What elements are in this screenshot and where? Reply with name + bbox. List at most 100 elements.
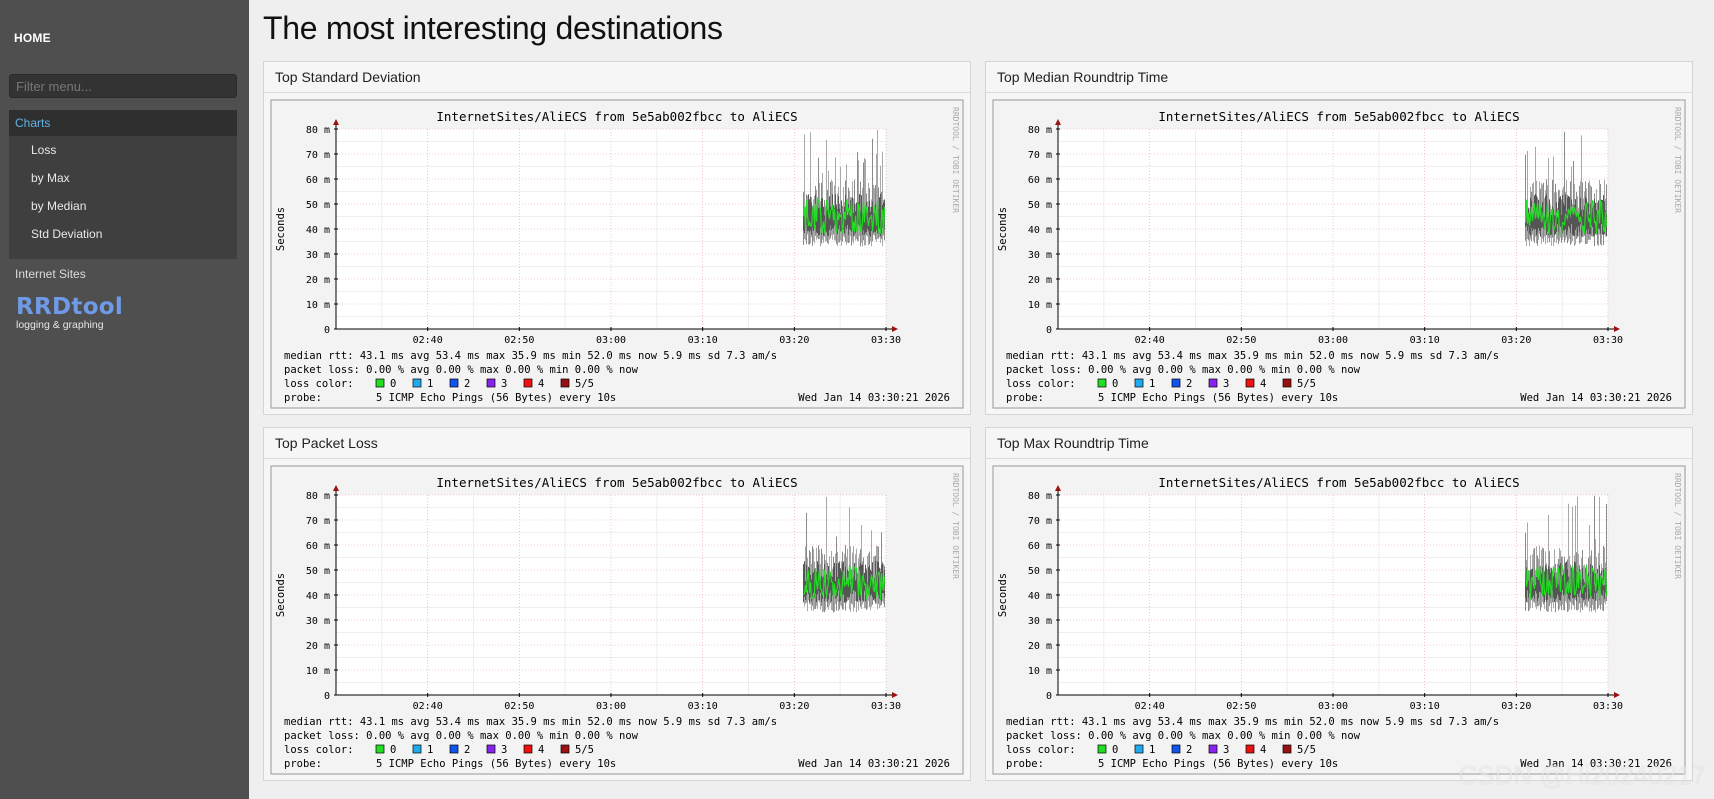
x-tick-label: 02:40 (413, 335, 443, 346)
loss-color-swatch (1282, 744, 1292, 754)
legend-probe-text: 5 ICMP Echo Pings (56 Bytes) every 10s (376, 392, 616, 404)
y-axis-label: Seconds (275, 573, 287, 617)
legend-median-rtt: median rtt: 43.1 ms avg 53.4 ms max 35.9… (1006, 350, 1499, 362)
legend-probe-text: 5 ICMP Echo Pings (56 Bytes) every 10s (1098, 758, 1338, 770)
x-tick-label: 03:10 (1410, 335, 1440, 346)
loss-color-swatch (560, 378, 570, 388)
loss-color-label: 3 (1223, 744, 1229, 756)
x-axis-arrow (892, 326, 898, 332)
loss-color-swatch (412, 378, 422, 388)
loss-color-label: 0 (390, 378, 396, 390)
y-tick-label: 0 (1046, 325, 1052, 336)
y-tick-label: 50 m (306, 200, 330, 211)
graph-frame (270, 465, 964, 775)
loss-color-label: 2 (464, 378, 470, 390)
loss-color-label: 5/5 (1297, 744, 1316, 756)
graph-title: InternetSites/AliECS from 5e5ab002fbcc t… (436, 475, 797, 490)
legend-packet-loss: packet loss: 0.00 % avg 0.00 % max 0.00 … (1006, 364, 1361, 376)
x-tick-label: 03:20 (779, 701, 809, 712)
loss-color-label: 1 (1149, 378, 1155, 390)
x-tick-label: 03:30 (871, 701, 901, 712)
loss-color-swatch (1097, 744, 1107, 754)
menu-item-charts[interactable]: Charts (9, 110, 237, 136)
rrdtool-credit: RRDTOOL / TOBI OETIKER (1673, 107, 1682, 213)
x-tick-label: 03:20 (1501, 335, 1531, 346)
loss-color-swatch (1282, 378, 1292, 388)
x-tick-label: 03:10 (688, 335, 718, 346)
loss-color-swatch (523, 378, 533, 388)
graph-title: InternetSites/AliECS from 5e5ab002fbcc t… (436, 109, 797, 124)
loss-color-swatch (1171, 744, 1181, 754)
logo-tagline: logging & graphing (16, 319, 104, 331)
menu-item-by-median[interactable]: by Median (31, 199, 87, 213)
graph-timestamp: Wed Jan 14 03:30:21 2026 (798, 758, 950, 770)
graph-timestamp: Wed Jan 14 03:30:21 2026 (798, 392, 950, 404)
loss-color-label: 4 (1260, 378, 1266, 390)
y-tick-label: 70 m (306, 150, 330, 161)
watermark: CSDN @Hi20240217 (1458, 760, 1706, 790)
y-tick-label: 80 m (1028, 491, 1052, 502)
x-tick-label: 03:30 (1593, 335, 1623, 346)
loss-color-label: 0 (1112, 378, 1118, 390)
menu-item-std-deviation[interactable]: Std Deviation (31, 227, 103, 241)
loss-color-swatch (523, 744, 533, 754)
loss-color-swatch (449, 744, 459, 754)
graph-timestamp: Wed Jan 14 03:30:21 2026 (1520, 758, 1672, 770)
y-axis-arrow (1055, 119, 1061, 125)
legend-probe-label: probe: (284, 392, 322, 404)
loss-color-swatch (412, 744, 422, 754)
y-axis-arrow (333, 485, 339, 491)
y-tick-label: 80 m (306, 491, 330, 502)
loss-color-swatch (1134, 378, 1144, 388)
y-axis-arrow (333, 119, 339, 125)
y-tick-label: 0 (324, 325, 330, 336)
panel-top-standard-deviation: Top Standard Deviation 80 m 70 m 60 m 50 m 4… (263, 61, 971, 415)
loss-color-swatch (1208, 378, 1218, 388)
panel-title: Top Median Roundtrip Time (986, 62, 1692, 93)
menu-item-loss[interactable]: Loss (31, 143, 57, 157)
filter-menu-input[interactable] (9, 74, 237, 98)
charts-menu-group: Charts Loss by Max by Median Std Deviati… (9, 110, 237, 259)
loss-color-label: 1 (427, 744, 433, 756)
y-tick-label: 40 m (306, 225, 330, 236)
legend-probe-label: probe: (284, 758, 322, 770)
x-tick-label: 03:20 (779, 335, 809, 346)
legend-median-rtt: median rtt: 43.1 ms avg 53.4 ms max 35.9… (284, 716, 777, 728)
loss-color-swatch (1134, 744, 1144, 754)
x-tick-label: 03:30 (1593, 701, 1623, 712)
panel-title: Top Max Roundtrip Time (986, 428, 1692, 459)
legend-loss-color-label: loss color: (1006, 744, 1076, 756)
y-tick-label: 10 m (1028, 666, 1052, 677)
loss-color-label: 3 (501, 744, 507, 756)
rrdtool-logo[interactable]: RRDtool logging & graphing (16, 296, 123, 332)
x-tick-label: 03:00 (596, 701, 626, 712)
y-tick-label: 60 m (1028, 541, 1052, 552)
x-tick-label: 03:20 (1501, 701, 1531, 712)
y-tick-label: 50 m (1028, 566, 1052, 577)
home-link[interactable]: HOME (14, 31, 51, 45)
legend-packet-loss: packet loss: 0.00 % avg 0.00 % max 0.00 … (284, 730, 639, 742)
y-tick-label: 50 m (1028, 200, 1052, 211)
y-axis-label: Seconds (275, 207, 287, 251)
x-axis-arrow (1614, 692, 1620, 698)
graph-frame (992, 465, 1686, 775)
legend-probe-label: probe: (1006, 392, 1044, 404)
panel-title: Top Standard Deviation (264, 62, 970, 93)
graph-frame (992, 99, 1686, 409)
x-tick-label: 03:10 (1410, 701, 1440, 712)
legend-loss-color-label: loss color: (284, 744, 354, 756)
x-tick-label: 02:40 (1135, 701, 1165, 712)
menu-item-by-max[interactable]: by Max (31, 171, 70, 185)
y-tick-label: 20 m (306, 641, 330, 652)
menu-item-internet-sites[interactable]: Internet Sites (15, 267, 86, 281)
loss-color-label: 5/5 (575, 744, 594, 756)
median-rtt-line (1524, 564, 1608, 600)
y-tick-label: 50 m (306, 566, 330, 577)
y-tick-label: 40 m (306, 591, 330, 602)
y-tick-label: 30 m (1028, 616, 1052, 627)
loss-color-label: 4 (1260, 744, 1266, 756)
